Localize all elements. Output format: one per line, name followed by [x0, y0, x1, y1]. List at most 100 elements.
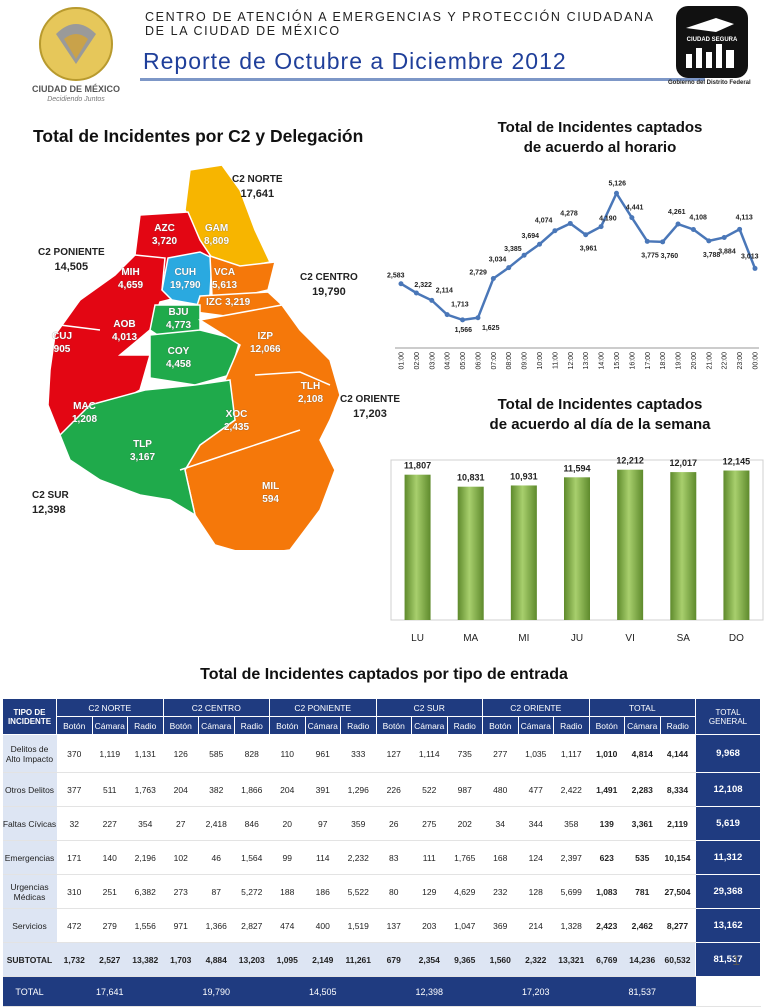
delegation-label-vca: VCA 5,613 [212, 267, 238, 291]
table-cell: 227 [92, 806, 128, 841]
table-cell: 1,047 [447, 908, 483, 943]
table-row: Otros Delitos 377 511 1,763 204 382 1,866 204 39… [2, 772, 761, 807]
table-cell: 2,423 [589, 908, 625, 943]
hourly-point [460, 317, 466, 323]
weekday-tick-label: DO [729, 633, 744, 644]
table-row: SUBTOTAL 1,732 2,527 13,382 1,703 4,884 13,203… [2, 942, 761, 977]
hourly-tick-label: 13:00 [583, 352, 590, 370]
table-cell: 1,763 [127, 772, 163, 807]
hourly-point [567, 220, 573, 226]
header-divider [140, 78, 705, 81]
table-cell: 585 [198, 734, 234, 773]
table-cell: 8,277 [660, 908, 696, 943]
table-cell: 26 [376, 806, 412, 841]
table-cell: 480 [482, 772, 518, 807]
table-cell: 20 [269, 806, 305, 841]
table-cell: 203 [411, 908, 447, 943]
table-cell: 310 [56, 874, 92, 909]
group-header-4: C2 ORIENTE [482, 698, 590, 717]
sub-header: Botón [375, 716, 412, 735]
weekday-tick-label: VI [625, 633, 634, 644]
map-region-sur: C2 SUR 12,398 [32, 490, 69, 516]
delegation-label-tlp: TLP 3,167 [130, 439, 156, 463]
table-cell: 961 [305, 734, 341, 773]
table-cell: 1,131 [127, 734, 163, 773]
group-header-2: C2 PONIENTE [269, 698, 377, 717]
table-row: Emergencias 171 140 2,196 102 46 1,564 99 114 2,2… [2, 840, 761, 875]
general-total-cell: 13,162 [695, 908, 761, 943]
map-region-norte: C2 NORTE 17,641 [232, 174, 283, 200]
weekday-bar [723, 470, 750, 620]
table-cell: 2,149 [305, 942, 341, 977]
map-region-oriente: C2 ORIENTE 17,203 [340, 394, 401, 420]
weekday-data-label: 12,017 [670, 458, 698, 468]
group-header-3: C2 SUR [375, 698, 483, 717]
table-cell: 1,519 [340, 908, 376, 943]
table-cell: 2,322 [518, 942, 554, 977]
table-cell: 202 [447, 806, 483, 841]
hourly-data-label: 1,713 [451, 302, 469, 309]
hourly-data-label: 3,884 [718, 248, 736, 255]
hourly-tick-label: 00:00 [753, 352, 760, 370]
hourly-data-label: 2,114 [436, 287, 453, 294]
hourly-data-label: 4,441 [626, 205, 644, 212]
sub-header: Radio [659, 716, 696, 735]
hourly-data-label: 4,190 [599, 216, 617, 223]
hourly-point [660, 239, 666, 245]
table-cell: 99 [269, 840, 305, 875]
total-empty-cell [695, 976, 761, 1007]
table-cell: 80 [376, 874, 412, 909]
table-cell: 1,732 [56, 942, 92, 977]
hourly-data-label: 3,775 [641, 252, 659, 259]
report-title: Reporte de Octubre a Diciembre 2012 [143, 48, 567, 74]
total-value: 17,203 [482, 976, 589, 1007]
delegation-label-mil: MIL 594 [262, 481, 280, 505]
weekday-data-label: 10,931 [510, 471, 538, 481]
weekday-bar [404, 474, 431, 620]
weekday-data-label: 11,807 [404, 461, 431, 471]
weekday-data-label: 11,594 [563, 463, 590, 473]
table-cell: 4,144 [660, 734, 696, 773]
table-cell: 1,703 [163, 942, 199, 977]
table-row: Urgencias Médicas 310 251 6,382 273 87 5,272 18… [2, 874, 761, 909]
table-cell: 232 [482, 874, 518, 909]
hourly-tick-label: 20:00 [691, 352, 698, 370]
delegation-label-xoc: XOC 2,435 [224, 409, 250, 433]
hourly-point [552, 228, 558, 234]
hourly-point [675, 221, 681, 227]
hourly-data-label: 1,625 [482, 325, 500, 332]
hourly-point [752, 265, 758, 271]
logo-left-text: CIUDAD DE MÉXICO [31, 84, 120, 94]
hourly-data-label: 5,126 [608, 180, 626, 187]
table-cell: 188 [269, 874, 305, 909]
sub-header: Radio [553, 716, 590, 735]
delegation-label-mih: MIH 4,659 [118, 267, 144, 291]
table-cell: 139 [589, 806, 625, 841]
hourly-point [629, 215, 635, 221]
general-total-cell: 12,108 [695, 772, 761, 807]
table-cell: 27,504 [660, 874, 696, 909]
table-cell: 279 [92, 908, 128, 943]
sub-header: Cámara [624, 716, 661, 735]
delegation-label-izp: IZP 12,066 [250, 331, 281, 355]
table-cell: 511 [92, 772, 128, 807]
table-cell: 623 [589, 840, 625, 875]
hourly-tick-label: 10:00 [537, 352, 544, 370]
table-cell: 2,527 [92, 942, 128, 977]
table-cell: 4,629 [447, 874, 483, 909]
table-title: Total de Incidentes captados por tipo de… [200, 666, 568, 683]
total-label: TOTAL [2, 976, 57, 1007]
table-cell: 126 [163, 734, 199, 773]
total-value: 17,641 [56, 976, 163, 1007]
sub-header: Radio [233, 716, 270, 735]
table-row: Delitos de Alto Impacto 370 1,119 1,131 126 5… [2, 734, 761, 773]
table-cell: 171 [56, 840, 92, 875]
hourly-tick-label: 22:00 [722, 352, 729, 370]
hourly-point [521, 252, 527, 258]
map-title: Total de Incidentes por C2 y Delegación [33, 126, 364, 146]
table-cell: 127 [376, 734, 412, 773]
row-label: Emergencias [2, 840, 57, 875]
hourly-tick-label: 17:00 [645, 352, 652, 370]
group-header-0: C2 NORTE [56, 698, 164, 717]
table-cell: 27 [163, 806, 199, 841]
